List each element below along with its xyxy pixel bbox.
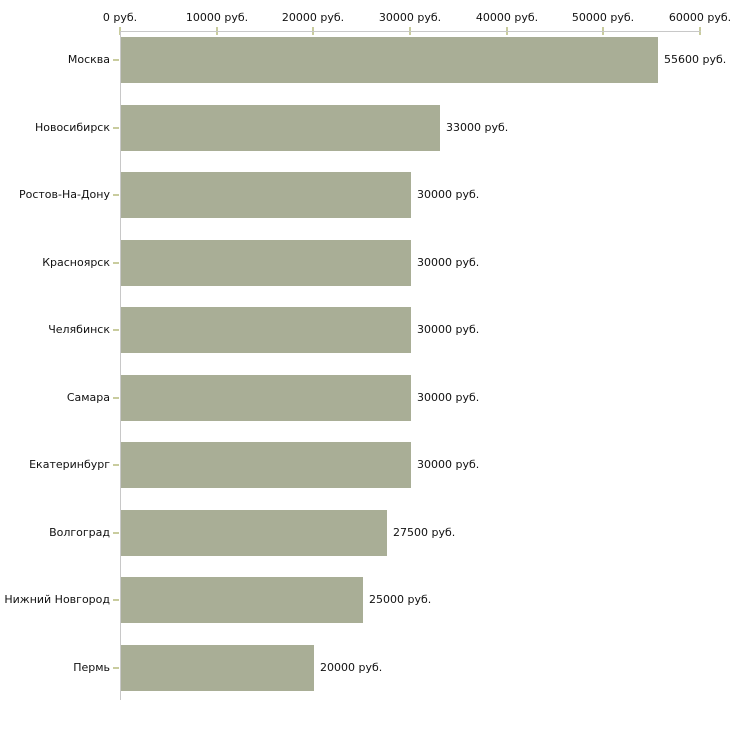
value-axis-tick-label: 60000 руб. — [668, 11, 730, 24]
value-label: 30000 руб. — [417, 255, 480, 269]
value-axis-tick-label: 10000 руб. — [185, 11, 249, 24]
value-label: 55600 руб. — [664, 53, 727, 66]
category-label: Екатеринбург — [29, 458, 110, 471]
bar — [121, 442, 411, 488]
value-axis-line — [120, 31, 701, 32]
bar — [121, 644, 314, 691]
value-label: 27500 руб. — [393, 525, 456, 539]
category-axis-tick-mark — [113, 666, 119, 669]
bar — [121, 374, 411, 421]
bar — [121, 509, 387, 556]
bar — [121, 172, 411, 218]
bar — [121, 37, 658, 83]
category-label: Москва — [67, 53, 110, 66]
bar — [121, 104, 440, 151]
category-label: Самара — [66, 390, 110, 404]
category-axis-tick-mark — [113, 59, 119, 61]
value-axis-tick-label: 20000 руб. — [281, 11, 345, 24]
category-axis-tick-mark — [113, 464, 119, 466]
bar — [121, 307, 411, 353]
category-axis-tick-mark — [113, 126, 119, 129]
value-label: 33000 руб. — [446, 120, 509, 134]
category-label: Волгоград — [49, 525, 110, 539]
category-label: Ростов-На-Дону — [18, 188, 110, 201]
category-axis-tick-mark — [113, 599, 119, 601]
value-label: 30000 руб. — [417, 323, 480, 336]
value-label: 25000 руб. — [369, 593, 432, 606]
value-label: 30000 руб. — [417, 188, 480, 201]
value-axis-tick-label: 40000 руб. — [475, 11, 539, 24]
category-label: Челябинск — [48, 323, 110, 336]
category-axis-tick-mark — [113, 329, 119, 331]
value-label: 30000 руб. — [417, 458, 480, 471]
value-axis-tick-label: 50000 руб. — [571, 11, 635, 24]
category-label: Новосибирск — [34, 120, 110, 134]
category-axis-tick-mark — [113, 261, 119, 264]
category-axis-tick-mark — [113, 194, 119, 196]
bar — [121, 239, 411, 286]
value-axis-tick-label: 0 руб. — [102, 11, 138, 24]
category-axis-line — [120, 31, 121, 700]
category-axis-tick-mark — [113, 531, 119, 534]
bar — [121, 577, 363, 623]
category-axis-tick-mark — [113, 396, 119, 399]
value-label: 30000 руб. — [417, 390, 480, 404]
value-axis-tick-label: 30000 руб. — [378, 11, 442, 24]
category-label: Пермь — [73, 660, 110, 674]
value-label: 20000 руб. — [320, 660, 383, 674]
category-label: Красноярск — [42, 255, 110, 269]
category-label: Нижний Новгород — [4, 593, 110, 606]
